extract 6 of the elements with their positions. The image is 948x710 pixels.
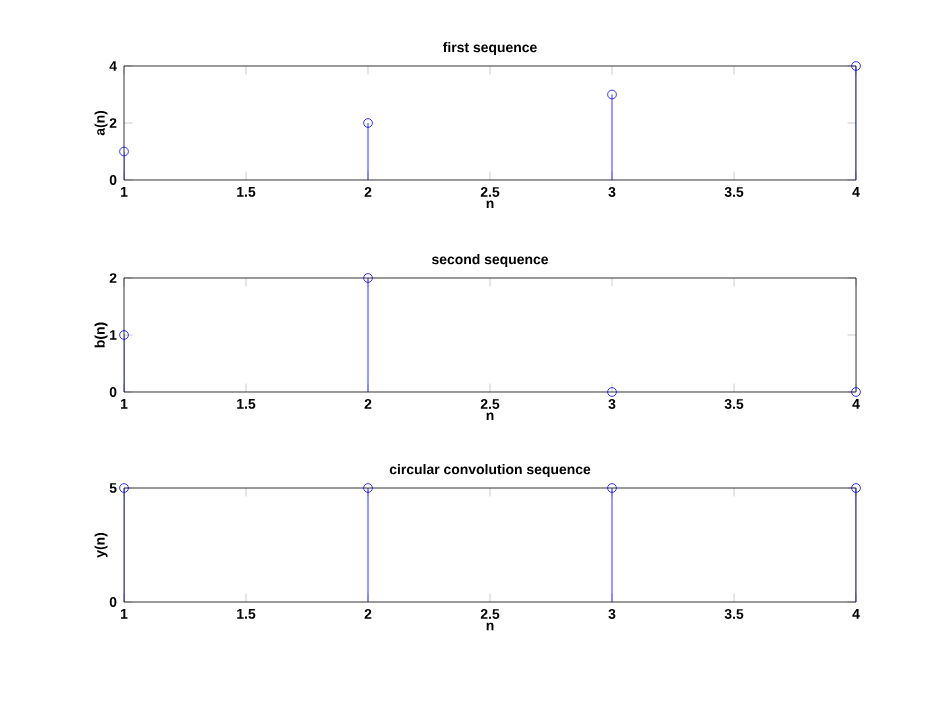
point: [119, 146, 129, 157]
point: [363, 273, 373, 283]
point: [363, 118, 373, 128]
point: [607, 89, 617, 100]
point: [607, 387, 617, 397]
point: [119, 330, 129, 340]
